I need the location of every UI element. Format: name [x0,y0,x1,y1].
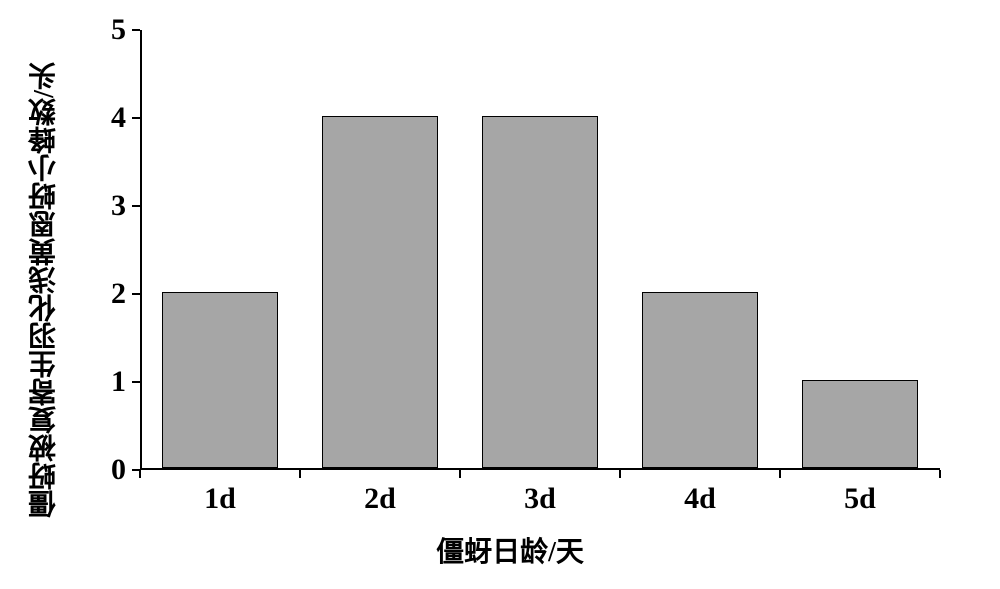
x-tick-label: 4d [684,482,716,516]
x-tick-label: 2d [364,482,396,516]
x-axis-label: 僵蚜日龄/天 [436,530,584,570]
bar [802,380,917,468]
y-tick [132,293,140,295]
x-tick [779,470,781,478]
y-tick-label: 4 [111,101,126,135]
bar [642,292,757,468]
y-tick-label: 0 [111,453,126,487]
x-tick-label: 1d [204,482,236,516]
y-tick [132,29,140,31]
x-axis-line [140,468,940,470]
y-tick-label: 1 [111,365,126,399]
bar [322,116,437,468]
bar [482,116,597,468]
x-tick [939,470,941,478]
plot-area: 012345 1d2d3d4d5d [140,30,940,470]
x-tick [619,470,621,478]
x-tick [299,470,301,478]
y-axis-line [140,30,142,470]
y-tick [132,117,140,119]
y-axis-label: 僵蚜被复寄生羽化浅黄恩蚜小蜂数/头 [25,62,65,518]
y-tick-label: 5 [111,13,126,47]
bar [162,292,277,468]
y-tick-label: 3 [111,189,126,223]
bar-chart: 僵蚜被复寄生羽化浅黄恩蚜小蜂数/头 012345 1d2d3d4d5d 僵蚜日龄… [60,20,960,560]
x-tick [459,470,461,478]
x-tick-label: 3d [524,482,556,516]
x-tick [139,470,141,478]
y-tick-label: 2 [111,277,126,311]
x-tick-label: 5d [844,482,876,516]
y-tick [132,205,140,207]
y-tick [132,381,140,383]
